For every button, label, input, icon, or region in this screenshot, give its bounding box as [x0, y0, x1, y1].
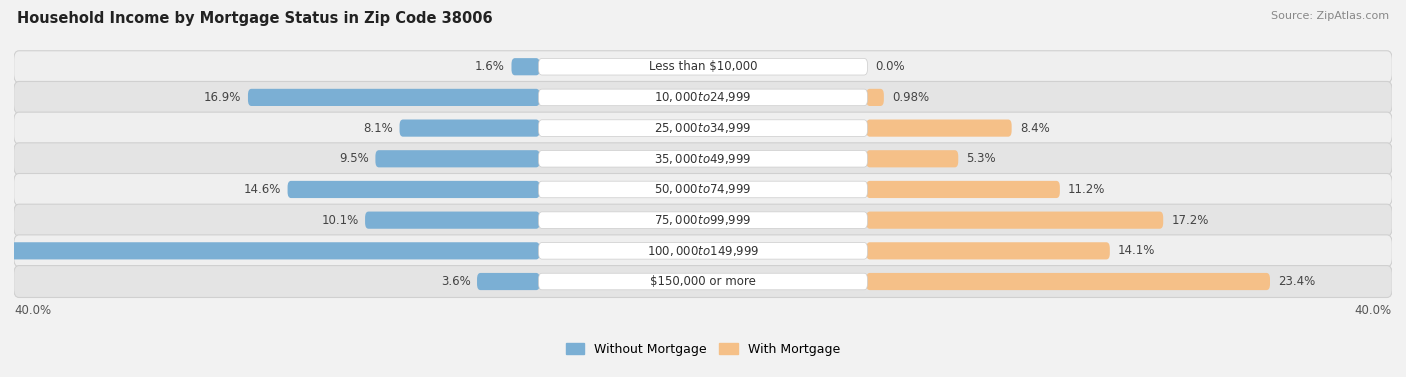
FancyBboxPatch shape [14, 51, 1392, 83]
FancyBboxPatch shape [866, 181, 1060, 198]
FancyBboxPatch shape [538, 89, 868, 106]
FancyBboxPatch shape [247, 89, 540, 106]
Text: 17.2%: 17.2% [1171, 214, 1209, 227]
FancyBboxPatch shape [538, 181, 868, 198]
Text: 1.6%: 1.6% [475, 60, 505, 73]
Text: 0.0%: 0.0% [875, 60, 905, 73]
FancyBboxPatch shape [538, 242, 868, 259]
Text: $35,000 to $49,999: $35,000 to $49,999 [654, 152, 752, 166]
FancyBboxPatch shape [866, 120, 1012, 137]
FancyBboxPatch shape [288, 181, 540, 198]
Text: Less than $10,000: Less than $10,000 [648, 60, 758, 73]
Text: 0.98%: 0.98% [893, 91, 929, 104]
Text: Household Income by Mortgage Status in Zip Code 38006: Household Income by Mortgage Status in Z… [17, 11, 492, 26]
FancyBboxPatch shape [538, 58, 868, 75]
Text: $75,000 to $99,999: $75,000 to $99,999 [654, 213, 752, 227]
FancyBboxPatch shape [0, 242, 540, 259]
Text: 8.4%: 8.4% [1019, 122, 1050, 135]
Text: $100,000 to $149,999: $100,000 to $149,999 [647, 244, 759, 258]
Text: 14.1%: 14.1% [1118, 244, 1156, 257]
Legend: Without Mortgage, With Mortgage: Without Mortgage, With Mortgage [561, 338, 845, 361]
FancyBboxPatch shape [538, 212, 868, 228]
Text: 14.6%: 14.6% [243, 183, 281, 196]
FancyBboxPatch shape [14, 81, 1392, 113]
FancyBboxPatch shape [375, 150, 540, 167]
FancyBboxPatch shape [866, 89, 884, 106]
Text: $25,000 to $34,999: $25,000 to $34,999 [654, 121, 752, 135]
Text: 16.9%: 16.9% [204, 91, 242, 104]
Text: Source: ZipAtlas.com: Source: ZipAtlas.com [1271, 11, 1389, 21]
FancyBboxPatch shape [866, 273, 1270, 290]
Text: 23.4%: 23.4% [1278, 275, 1316, 288]
FancyBboxPatch shape [14, 204, 1392, 236]
FancyBboxPatch shape [512, 58, 540, 75]
Text: 8.1%: 8.1% [363, 122, 392, 135]
Text: 3.6%: 3.6% [440, 275, 471, 288]
Text: $10,000 to $24,999: $10,000 to $24,999 [654, 90, 752, 104]
FancyBboxPatch shape [477, 273, 540, 290]
Text: 40.0%: 40.0% [14, 303, 51, 317]
FancyBboxPatch shape [14, 173, 1392, 205]
FancyBboxPatch shape [14, 143, 1392, 175]
FancyBboxPatch shape [366, 211, 540, 229]
FancyBboxPatch shape [866, 242, 1109, 259]
FancyBboxPatch shape [538, 120, 868, 136]
FancyBboxPatch shape [538, 273, 868, 290]
Text: 11.2%: 11.2% [1069, 183, 1105, 196]
FancyBboxPatch shape [14, 235, 1392, 267]
FancyBboxPatch shape [866, 211, 1163, 229]
Text: $150,000 or more: $150,000 or more [650, 275, 756, 288]
FancyBboxPatch shape [866, 150, 959, 167]
Text: 5.3%: 5.3% [966, 152, 995, 165]
FancyBboxPatch shape [14, 265, 1392, 297]
FancyBboxPatch shape [399, 120, 540, 137]
Text: 9.5%: 9.5% [339, 152, 368, 165]
Text: 10.1%: 10.1% [322, 214, 359, 227]
FancyBboxPatch shape [14, 112, 1392, 144]
Text: $50,000 to $74,999: $50,000 to $74,999 [654, 182, 752, 196]
Text: 40.0%: 40.0% [1355, 303, 1392, 317]
FancyBboxPatch shape [538, 150, 868, 167]
